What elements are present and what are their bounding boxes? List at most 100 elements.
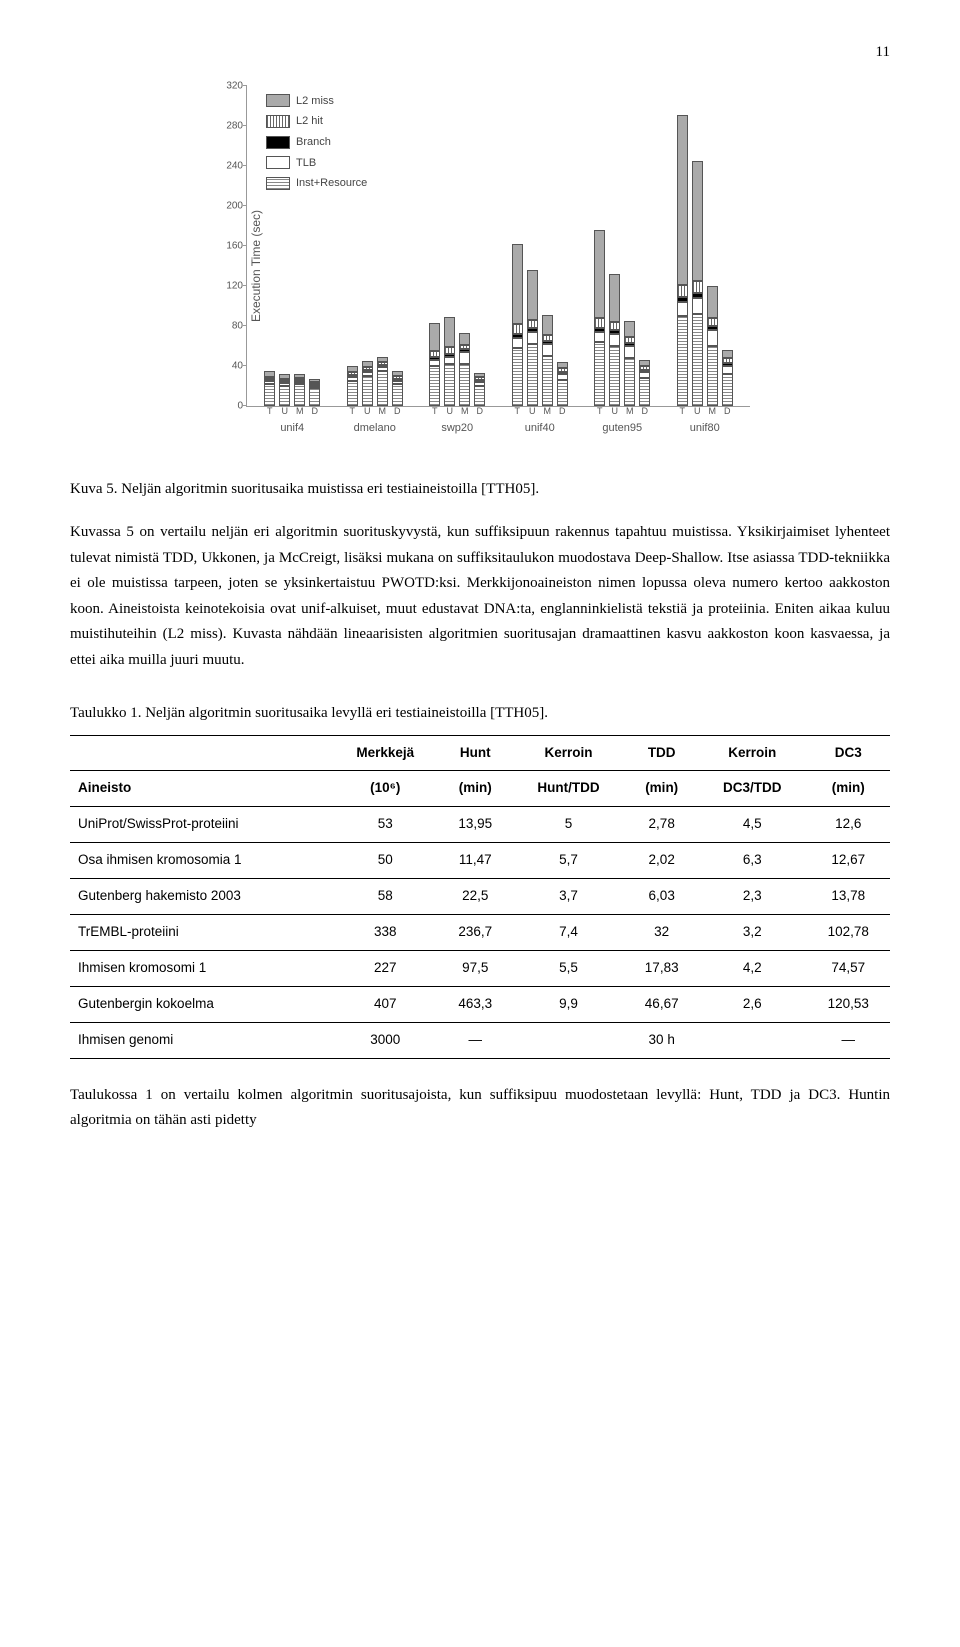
table-header-cell: Hunt/TDD [512,771,626,807]
bar-segment-instres [707,346,718,406]
ytick-label: 240 [215,157,243,174]
bar-segment-l2miss [527,270,538,320]
group-label: unif80 [677,419,733,438]
table-row: Ihmisen genomi3000—30 h— [70,1023,890,1059]
table-1-body: UniProt/SwissProt-proteiini5313,9552,784… [70,807,890,1059]
table-row: Osa ihmisen kromosomia 15011,475,72,026,… [70,843,890,879]
bar-segment-instres [609,346,620,406]
chart-bar: U [527,270,538,406]
table-header-cell: (min) [439,771,512,807]
table-cell: — [439,1023,512,1059]
chart-group: TUMDswp20 [429,317,485,406]
chart-bar: M [294,374,305,406]
table-header-cell: Kerroin [512,735,626,771]
bar-letter: D [722,404,733,419]
bar-segment-instres [722,374,733,406]
table-cell: 5,5 [512,951,626,987]
table-row: Ihmisen kromosomi 122797,55,517,834,274,… [70,951,890,987]
table-cell: Osa ihmisen kromosomia 1 [70,843,332,879]
bar-segment-tlb [707,330,718,346]
table-cell: 74,57 [806,951,890,987]
bar-letter: T [594,404,605,419]
table-cell: 3,7 [512,879,626,915]
bar-segment-l2miss [512,244,523,324]
ytick-label: 160 [215,237,243,254]
table-cell: 102,78 [806,915,890,951]
chart-bar: T [677,115,688,406]
table-cell: 50 [332,843,439,879]
table-header-cell: TDD [625,735,698,771]
table-header-cell: DC3/TDD [698,771,807,807]
table-cell: 13,78 [806,879,890,915]
bar-segment-l2hit [609,322,620,330]
chart-bar: M [377,357,388,406]
table-cell: Gutenberg hakemisto 2003 [70,879,332,915]
table-cell [698,1023,807,1059]
bar-segment-instres [594,342,605,406]
table-header-cell [70,735,332,771]
bar-segment-tlb [722,366,733,374]
table-row: TrEMBL-proteiini338236,77,4323,2102,78 [70,915,890,951]
ytick-label: 200 [215,197,243,214]
chart-bar: M [707,286,718,406]
bar-segment-l2hit [707,318,718,326]
page-number: 11 [70,40,890,66]
bar-letter: T [264,404,275,419]
table-cell: 46,67 [625,987,698,1023]
table-header-cell: Aineisto [70,771,332,807]
bar-segment-tlb [527,332,538,344]
table-row: Gutenbergin kokoelma407463,39,946,672,61… [70,987,890,1023]
bar-segment-instres [557,380,568,406]
chart-bar: D [392,371,403,406]
bar-segment-instres [692,314,703,406]
bar-segment-instres [527,344,538,406]
table-header-cell: (min) [806,771,890,807]
bar-segment-l2miss [692,161,703,281]
table-header-cell: (min) [625,771,698,807]
chart-bar: T [512,244,523,406]
chart-group: TUMDunif40 [512,244,568,406]
bar-segment-instres [294,384,305,406]
bar-segment-tlb [512,338,523,348]
ytick-label: 120 [215,277,243,294]
bar-segment-l2miss [677,115,688,285]
table-cell: 12,67 [806,843,890,879]
chart-bar: D [309,379,320,406]
chart-bar: D [557,362,568,406]
bar-segment-l2hit [444,347,455,354]
chart-group: TUMDunif4 [264,371,320,406]
figure-5-caption: Kuva 5. Neljän algoritmin suoritusaika m… [70,477,890,503]
table-cell: TrEMBL-proteiini [70,915,332,951]
table-cell: — [806,1023,890,1059]
bar-segment-instres [264,384,275,406]
bar-letter: T [677,404,688,419]
table-row: UniProt/SwissProt-proteiini5313,9552,784… [70,807,890,843]
table-row: Gutenberg hakemisto 20035822,53,76,032,3… [70,879,890,915]
bar-letter: M [542,404,553,419]
bar-segment-tlb [542,344,553,356]
bar-letter: D [557,404,568,419]
table-cell: 6,03 [625,879,698,915]
table-cell: 236,7 [439,915,512,951]
table-cell: 9,9 [512,987,626,1023]
bar-letter: U [444,404,455,419]
bar-segment-l2hit [677,285,688,297]
bar-segment-tlb [459,352,470,364]
chart-bar: U [692,161,703,406]
chart-bar: T [429,323,440,406]
table-cell: 227 [332,951,439,987]
bar-segment-instres [444,364,455,406]
bar-segment-instres [639,378,650,406]
table-cell: 4,5 [698,807,807,843]
table-header-cell: Hunt [439,735,512,771]
table-cell: 2,6 [698,987,807,1023]
bar-segment-l2miss [594,230,605,318]
table-cell: 3,2 [698,915,807,951]
bar-segment-l2miss [707,286,718,318]
table-cell: 32 [625,915,698,951]
bar-segment-instres [377,371,388,406]
chart-bar: D [639,360,650,406]
table-cell: 13,95 [439,807,512,843]
table-cell: 3000 [332,1023,439,1059]
table-cell: 17,83 [625,951,698,987]
